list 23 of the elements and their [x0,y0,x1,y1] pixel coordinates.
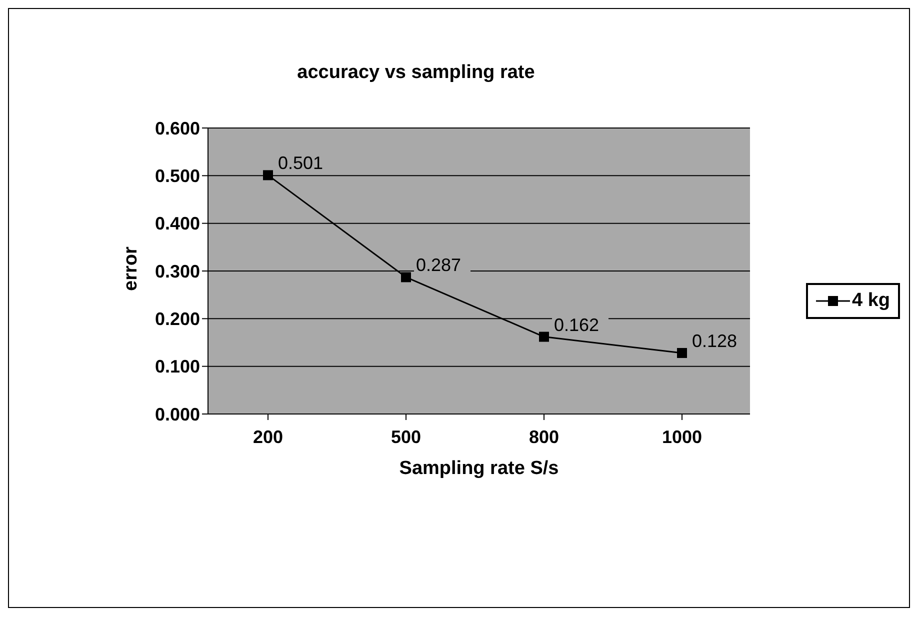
point [539,332,549,342]
data-label: 0.128 [692,330,738,351]
y-tick-label: 0.500 [154,166,200,186]
data-label: 0.287 [416,255,462,276]
data-label: 0.501 [278,153,324,174]
y-tick-label: 0.100 [154,356,200,377]
y-tick-label: 0.600 [154,118,200,138]
point [401,272,411,282]
chart-title: accuracy vs sampling rate [296,62,536,84]
x-tick-label: 200 [252,426,284,447]
point [263,170,273,180]
x-tick-label: 500 [390,426,422,447]
x-tick-label: 800 [528,426,560,447]
y-tick-label: 0.300 [154,261,200,282]
legend-label: 4 kg [852,290,890,311]
point [677,348,687,358]
data-label: 0.162 [554,314,600,335]
y-tick-label: 0.200 [154,309,200,330]
y-tick-label: 0.000 [154,404,200,424]
y-tick-label: 0.400 [154,214,200,234]
y-axis-title: error [120,246,142,291]
x-tick-label: 1000 [662,426,702,447]
x-axis-title: Sampling rate S/s [399,458,559,479]
